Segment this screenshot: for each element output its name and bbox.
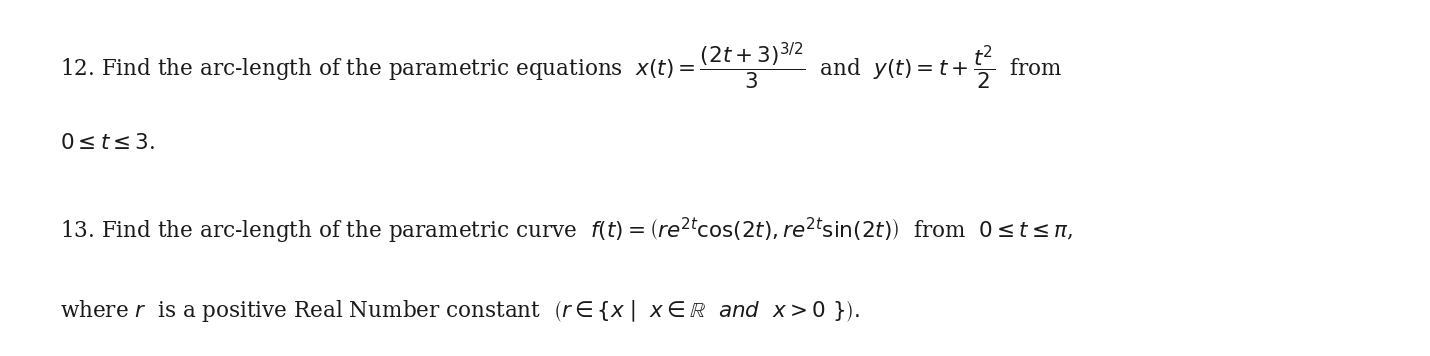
Text: 12. Find the arc-length of the parametric equations  $x(t)=\dfrac{(2t+3)^{3/2}}{: 12. Find the arc-length of the parametri…: [60, 40, 1062, 91]
Text: 13. Find the arc-length of the parametric curve  $f(t)=\left(re^{2t}\cos(2t),re^: 13. Find the arc-length of the parametri…: [60, 215, 1072, 246]
Text: where $r$  is a positive Real Number constant  $\left(r\in\left\{x\mid\ x\in\mat: where $r$ is a positive Real Number cons…: [60, 298, 859, 324]
Text: $0\leq t\leq 3$.: $0\leq t\leq 3$.: [60, 132, 154, 154]
